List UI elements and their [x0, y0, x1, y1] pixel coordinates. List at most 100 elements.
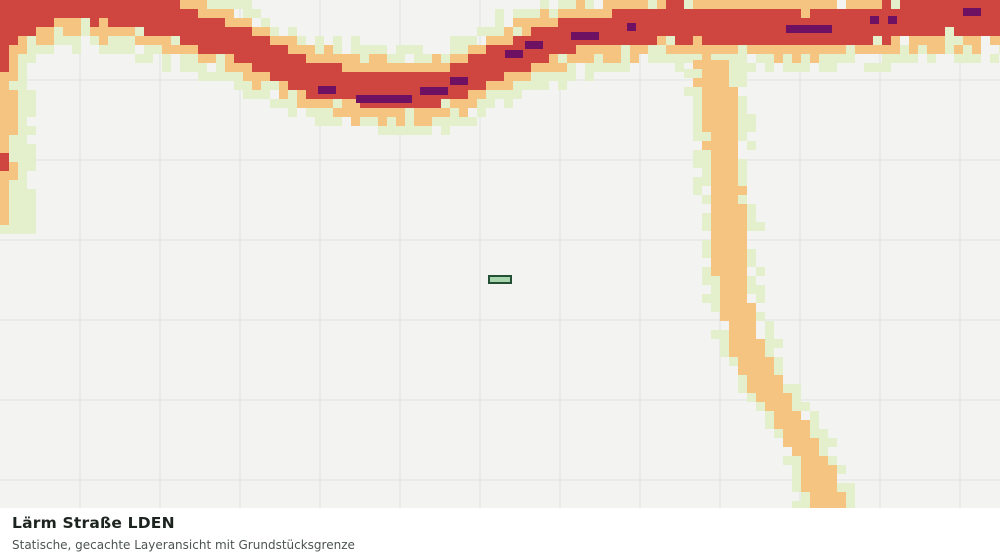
noise-cell: [846, 492, 855, 501]
noise-cell: [729, 150, 738, 159]
noise-cell: [459, 108, 468, 117]
noise-cell: [954, 45, 963, 54]
noise-cell: [603, 45, 612, 54]
noise-cell: [729, 45, 738, 54]
noise-cell: [729, 213, 738, 222]
noise-cell: [846, 483, 855, 492]
noise-cell: [594, 63, 603, 72]
noise-cell: [171, 18, 180, 27]
noise-cell: [405, 81, 414, 90]
noise-cell: [360, 90, 369, 99]
noise-cell: [729, 105, 738, 114]
noise-cell: [153, 9, 162, 18]
noise-cell: [396, 81, 405, 90]
noise-cell: [252, 81, 261, 90]
noise-cell: [0, 216, 36, 225]
noise-cell: [936, 27, 945, 36]
noise-cell: [720, 348, 729, 357]
noise-cell: [720, 186, 729, 195]
noise-cell: [513, 63, 522, 72]
noise-cell: [396, 72, 405, 81]
noise-cell: [18, 18, 27, 27]
noise-cell: [756, 312, 765, 321]
noise-cell: [711, 294, 720, 303]
noise-cell: [729, 27, 738, 36]
noise-cell: [648, 54, 657, 63]
noise-cell: [621, 0, 630, 9]
noise-cell: [351, 72, 360, 81]
noise-cell: [711, 330, 720, 339]
noise-cell: [747, 27, 756, 36]
noise-cell: [819, 0, 828, 9]
noise-cell: [396, 99, 405, 108]
noise-cell: [333, 45, 342, 54]
noise-cell: [630, 45, 639, 54]
noise-cell-hot: [420, 87, 448, 95]
noise-cell: [891, 36, 900, 45]
noise-cell: [711, 159, 720, 168]
noise-cell: [495, 9, 504, 18]
noise-cell: [819, 456, 828, 465]
noise-cell: [918, 9, 927, 18]
noise-cell: [243, 45, 252, 54]
noise-cell: [972, 0, 981, 9]
noise-cell: [81, 9, 90, 18]
noise-cell: [378, 81, 387, 90]
noise-cell: [900, 0, 909, 9]
noise-cell: [207, 36, 216, 45]
noise-cell: [909, 45, 918, 54]
noise-cell: [756, 45, 765, 54]
noise-cell: [261, 81, 270, 90]
noise-cell: [288, 72, 297, 81]
noise-cell: [774, 429, 783, 438]
noise-cell: [837, 492, 846, 501]
noise-cell: [765, 63, 774, 72]
noise-cell: [729, 249, 738, 258]
noise-cell: [315, 117, 324, 126]
noise-cell: [279, 63, 288, 72]
noise-cell: [216, 27, 225, 36]
noise-cell: [81, 18, 90, 27]
noise-cell: [657, 54, 666, 63]
noise-cell: [882, 36, 891, 45]
noise-cell: [99, 27, 108, 36]
parcel-boundary[interactable]: [488, 275, 512, 284]
noise-cell: [612, 54, 621, 63]
noise-cell: [252, 36, 261, 45]
noise-cell: [837, 9, 846, 18]
noise-cell: [351, 54, 360, 63]
noise-cell: [0, 198, 36, 207]
noise-cell: [702, 132, 711, 141]
noise-cell: [783, 384, 792, 393]
noise-cell: [153, 18, 162, 27]
noise-cell-hot: [356, 95, 412, 103]
noise-cell: [225, 9, 234, 18]
noise-cell: [702, 123, 711, 132]
noise-cell: [963, 54, 972, 63]
noise-cell: [189, 54, 198, 63]
noise-cell: [756, 222, 765, 231]
noise-cell: [702, 177, 711, 186]
noise-cell: [297, 81, 306, 90]
noise-cell: [711, 18, 720, 27]
noise-cell: [792, 63, 801, 72]
noise-cell: [504, 99, 513, 108]
noise-cell: [693, 105, 702, 114]
noise-cell: [576, 27, 585, 36]
noise-cell: [819, 36, 828, 45]
noise-cell: [504, 36, 513, 45]
noise-cell: [216, 36, 225, 45]
noise-cell: [738, 294, 747, 303]
noise-cell: [729, 339, 738, 348]
noise-cell: [207, 9, 216, 18]
noise-cell: [207, 72, 216, 81]
noise-cell: [756, 0, 765, 9]
noise-cell: [702, 213, 711, 222]
noise-cell: [225, 0, 234, 9]
noise-cell: [585, 63, 594, 72]
noise-cell: [792, 393, 801, 402]
noise-cell: [711, 222, 720, 231]
noise-cell: [27, 18, 36, 27]
noise-cell: [801, 492, 810, 501]
